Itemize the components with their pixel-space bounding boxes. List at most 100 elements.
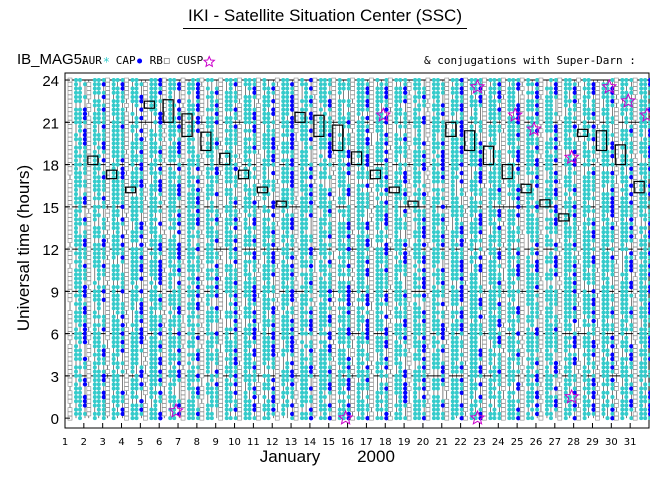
aur-point	[318, 318, 323, 323]
rb-point	[124, 217, 129, 222]
rb-point	[293, 158, 299, 163]
rb-point	[387, 343, 393, 349]
rb-point	[124, 242, 129, 248]
rb-point	[143, 251, 148, 256]
aur-point	[120, 179, 125, 184]
rb-point	[105, 103, 110, 108]
aur-point	[247, 107, 252, 112]
rb-point	[143, 179, 148, 184]
aur-point	[384, 192, 389, 197]
rb-point	[387, 305, 393, 311]
aur-point	[101, 314, 106, 319]
aur-point	[413, 411, 418, 416]
cap-point	[139, 255, 144, 260]
aur-point	[304, 183, 309, 188]
rb-point	[105, 111, 110, 117]
rb-point	[124, 94, 129, 100]
aur-point	[379, 82, 384, 87]
aur-point	[322, 162, 327, 167]
aur-point	[130, 395, 135, 400]
aur-point	[322, 255, 327, 260]
aur-point	[356, 217, 361, 222]
aur-point	[341, 179, 346, 184]
aur-point	[322, 217, 327, 222]
rb-point	[124, 251, 129, 256]
aur-point	[300, 78, 305, 83]
rb-point	[274, 314, 280, 320]
aur-point	[209, 234, 214, 239]
aur-point	[83, 149, 87, 154]
rb-point	[350, 124, 355, 129]
aur-point	[139, 171, 144, 176]
aur-point	[130, 378, 135, 383]
aur-point	[360, 318, 365, 323]
aur-point	[252, 213, 257, 218]
cap-point	[403, 90, 408, 95]
aur-point	[149, 251, 154, 256]
aur-point	[281, 78, 286, 83]
aur-point	[172, 263, 177, 268]
rb-point	[274, 255, 280, 260]
rb-point	[161, 360, 167, 366]
rb-point	[425, 305, 431, 311]
aur-point	[168, 158, 173, 163]
cap-point	[403, 390, 408, 395]
cap-point	[327, 314, 333, 319]
rb-point	[67, 158, 73, 163]
aur-point	[115, 285, 120, 290]
aur-point	[191, 369, 196, 374]
rb-point	[67, 212, 73, 218]
aur-point	[262, 209, 267, 214]
aur-point	[356, 251, 361, 256]
aur-point	[365, 352, 370, 357]
aur-point	[134, 234, 139, 239]
aur-point	[187, 263, 192, 268]
aur-point	[346, 361, 351, 366]
rb-point	[86, 212, 92, 218]
rb-point	[124, 263, 129, 269]
aur-point	[115, 268, 120, 273]
aur-point	[187, 196, 192, 201]
aur-point	[271, 82, 276, 87]
aur-point	[205, 124, 210, 129]
aur-point	[74, 373, 78, 378]
rb-point	[180, 200, 186, 205]
rb-point	[256, 120, 261, 125]
rb-point	[387, 398, 393, 404]
aur-point	[243, 209, 248, 214]
cap-point	[252, 403, 257, 408]
cap-point	[327, 191, 333, 197]
rb-point	[293, 86, 299, 91]
aur-point	[224, 238, 229, 243]
aur-point	[243, 158, 248, 163]
aur-point	[360, 297, 365, 302]
rb-point	[218, 407, 224, 412]
aur-point	[252, 340, 257, 345]
aur-point	[187, 407, 192, 412]
aur-point	[262, 276, 267, 281]
aur-point	[398, 403, 403, 408]
rb-point	[369, 403, 374, 408]
aur-point	[111, 289, 116, 294]
aur-point	[243, 251, 248, 256]
rb-point	[425, 382, 431, 387]
cap-point	[327, 145, 333, 150]
aur-point	[139, 187, 144, 192]
rb-point	[274, 162, 280, 167]
cap-point	[82, 263, 88, 269]
rb-point	[369, 128, 374, 134]
aur-point	[318, 259, 323, 264]
aur-point	[322, 166, 327, 171]
aur-point	[224, 90, 229, 95]
aur-point	[115, 162, 120, 167]
rb-point	[274, 335, 280, 341]
cap-point	[195, 390, 201, 395]
aur-point	[172, 204, 177, 209]
aur-point	[130, 331, 135, 336]
aur-point	[360, 263, 365, 268]
rb-point	[124, 141, 129, 146]
rb-point	[124, 225, 129, 231]
cap-point	[101, 377, 107, 383]
aur-point	[375, 107, 380, 112]
cap-point	[233, 360, 238, 366]
